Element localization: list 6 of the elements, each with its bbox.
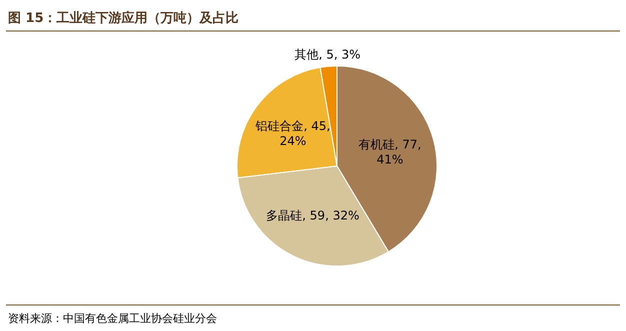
slice-label: 其他, 5, 3%: [294, 47, 361, 62]
slice-label: 有机硅, 77, 41%: [358, 137, 422, 166]
text: 资料来源：中国有色金属工业协会硅业分会: [8, 312, 217, 325]
text: 图 15：工业硅下游应用（万吨）及占比: [8, 10, 239, 26]
slice-label: 多晶硅, 59, 32%: [266, 208, 360, 222]
slice-label: 铝硅合金, 45, 24%: [254, 119, 330, 148]
